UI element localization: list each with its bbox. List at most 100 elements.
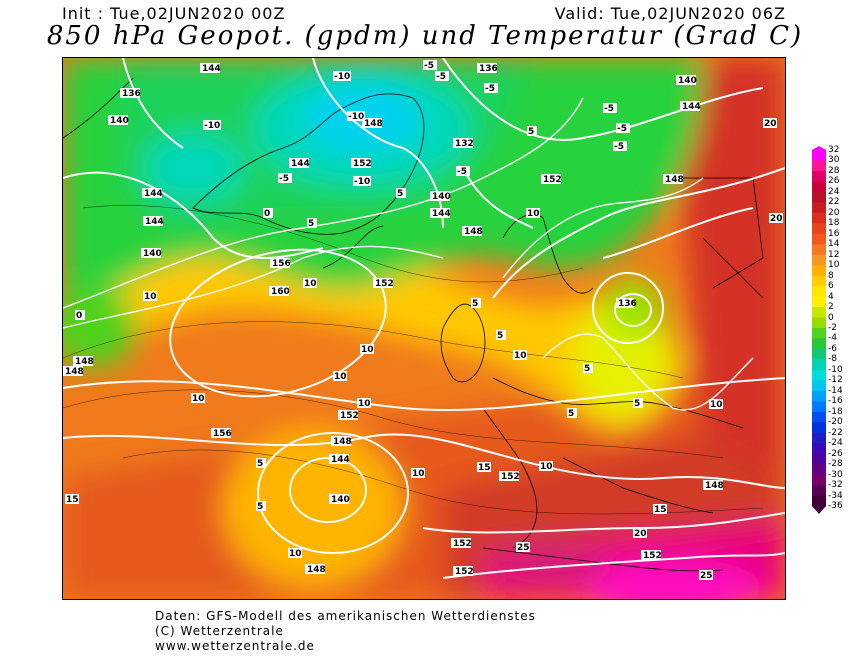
temp-label: 25 bbox=[517, 543, 530, 553]
colorbar-swatch bbox=[812, 495, 826, 507]
weather-map: 144 136 140 144 144 152 148 132 136 140 … bbox=[62, 57, 786, 600]
colorbar-swatch bbox=[812, 485, 826, 497]
colorbar-tick-label: -34 bbox=[828, 490, 843, 501]
colorbar-tick-label: -32 bbox=[828, 480, 843, 491]
temp-label: -5 bbox=[614, 142, 624, 152]
geopot-label: 144 bbox=[291, 159, 310, 169]
geopot-label: 152 bbox=[501, 472, 520, 482]
colorbar-tick-label: 16 bbox=[828, 228, 840, 239]
geopot-label: 144 bbox=[331, 455, 350, 465]
temp-label: 0 bbox=[264, 209, 270, 219]
colorbar-swatch bbox=[812, 223, 826, 235]
colorbar-tick-label: -18 bbox=[828, 406, 843, 417]
geopot-label: 152 bbox=[643, 551, 662, 561]
colorbar-swatch bbox=[812, 464, 826, 476]
footer-copyright: (C) Wetterzentrale bbox=[155, 624, 284, 638]
colorbar-swatch bbox=[812, 369, 826, 381]
temp-label: -10 bbox=[334, 72, 350, 82]
geopot-label: 160 bbox=[271, 287, 290, 297]
geopot-label: 148 bbox=[307, 565, 326, 575]
colorbar-swatch bbox=[812, 233, 826, 245]
colorbar-tick-label: -20 bbox=[828, 417, 843, 428]
colorbar-swatch bbox=[812, 390, 826, 402]
geopot-label: 148 bbox=[705, 481, 724, 491]
temp-label: 25 bbox=[700, 571, 713, 581]
temp-label: 10 bbox=[361, 345, 374, 355]
colorbar-swatch bbox=[812, 411, 826, 423]
geopot-label: 144 bbox=[202, 64, 221, 74]
temp-label: 15 bbox=[478, 463, 491, 473]
colorbar-swatch bbox=[812, 432, 826, 444]
colorbar-swatch bbox=[812, 453, 826, 465]
temp-label: 5 bbox=[528, 127, 534, 137]
temp-label: 5 bbox=[257, 502, 263, 512]
colorbar-tick-label: 22 bbox=[828, 197, 840, 208]
colorbar-tick-label: 12 bbox=[828, 249, 840, 260]
colorbar-swatch bbox=[812, 443, 826, 455]
temp-label: 10 bbox=[514, 351, 527, 361]
colorbar-tick-label: 20 bbox=[828, 207, 840, 218]
temp-label: 0 bbox=[76, 311, 82, 321]
colorbar-tick-label: 26 bbox=[828, 176, 840, 187]
colorbar-tick-label: 30 bbox=[828, 155, 840, 166]
colorbar-bottom-arrow bbox=[812, 506, 826, 514]
temp-label: 15 bbox=[66, 495, 79, 505]
geopot-label: 136 bbox=[122, 89, 141, 99]
temp-label: -5 bbox=[617, 124, 627, 134]
colorbar-swatch bbox=[812, 191, 826, 203]
valid-time: Valid: Tue,02JUN2020 06Z bbox=[554, 4, 786, 23]
temp-label: 15 bbox=[654, 505, 667, 515]
geopot-label: 152 bbox=[340, 411, 359, 421]
temp-label: 10 bbox=[144, 292, 157, 302]
temp-label: 20 bbox=[764, 119, 777, 129]
geopot-label: 140 bbox=[143, 249, 162, 259]
temp-label: 5 bbox=[308, 219, 314, 229]
geopot-label: 152 bbox=[353, 159, 372, 169]
geopot-label: 152 bbox=[455, 567, 474, 577]
temp-label: 10 bbox=[412, 469, 425, 479]
temp-label: 10 bbox=[710, 400, 723, 410]
colorbar-tick-label: 18 bbox=[828, 218, 840, 229]
geopot-label: 144 bbox=[144, 189, 163, 199]
colorbar-swatch bbox=[812, 212, 826, 224]
colorbar-swatch bbox=[812, 359, 826, 371]
colorbar-swatch bbox=[812, 328, 826, 339]
temp-label: -10 bbox=[348, 112, 364, 122]
colorbar-swatch bbox=[812, 150, 826, 161]
geopot-label: 156 bbox=[272, 259, 291, 269]
colorbar-swatch bbox=[812, 380, 826, 392]
temp-label: 10 bbox=[540, 462, 553, 472]
colorbar-tick-label: -8 bbox=[828, 354, 837, 365]
colorbar-swatch bbox=[812, 296, 826, 308]
geopot-label: 148 bbox=[665, 175, 684, 185]
colorbar-swatch bbox=[812, 265, 826, 277]
colorbar-tick-label: 10 bbox=[828, 260, 840, 271]
geopot-label: 132 bbox=[455, 139, 474, 149]
colorbar-tick-label: -24 bbox=[828, 438, 843, 449]
temp-label: 10 bbox=[358, 399, 371, 409]
colorbar-swatch bbox=[812, 307, 826, 319]
colorbar-swatch bbox=[812, 348, 826, 360]
temp-label: 10 bbox=[527, 209, 540, 219]
geopot-label: 152 bbox=[543, 175, 562, 185]
map-title: 850 hPa Geopot. (gpdm) und Temperatur (G… bbox=[46, 21, 804, 51]
geopot-label: 152 bbox=[453, 539, 472, 549]
colorbar-tick-label: 14 bbox=[828, 239, 840, 250]
geopot-label: 148 bbox=[464, 227, 483, 237]
colorbar-swatch bbox=[812, 401, 826, 413]
colorbar-tick-label: -28 bbox=[828, 459, 843, 470]
footer-credits: Daten: GFS-Modell des amerikanischen Wet… bbox=[155, 609, 536, 654]
temp-label: 5 bbox=[397, 189, 403, 199]
colorbar-tick-label: 24 bbox=[828, 186, 840, 197]
geopot-label: 140 bbox=[678, 76, 697, 86]
geopot-label: 136 bbox=[479, 64, 498, 74]
geopot-label: 156 bbox=[213, 429, 232, 439]
colorbar-tick-label: -2 bbox=[828, 323, 837, 333]
geopot-label: 140 bbox=[331, 495, 350, 505]
colorbar-tick-label: -36 bbox=[828, 501, 843, 511]
temp-label: 10 bbox=[289, 549, 302, 559]
temp-label: 5 bbox=[257, 459, 263, 469]
geopot-label: 140 bbox=[432, 192, 451, 202]
temp-label: 10 bbox=[192, 394, 205, 404]
geopot-label: 148 bbox=[333, 437, 352, 447]
